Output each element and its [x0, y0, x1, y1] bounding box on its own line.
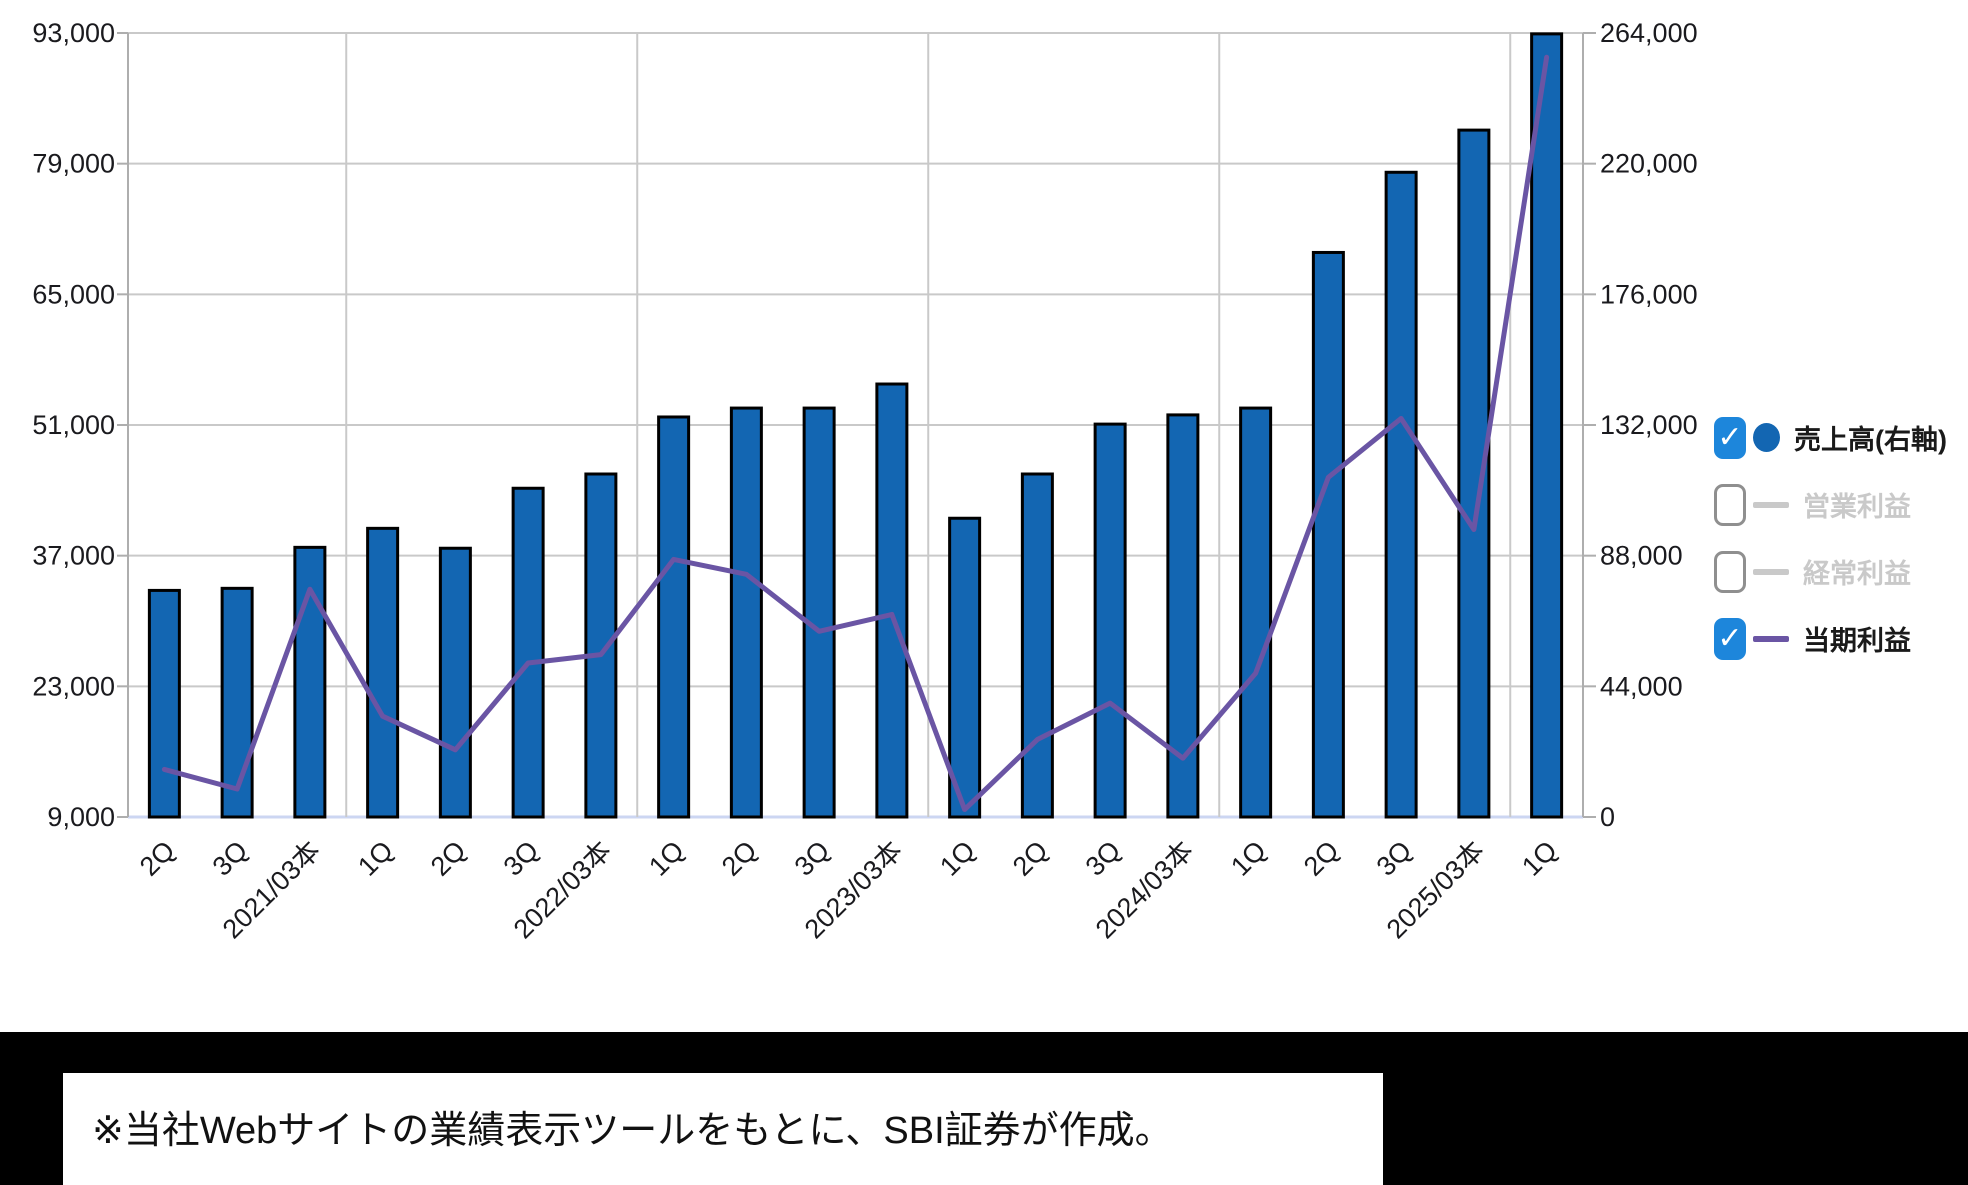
operating-profit-checkbox-icon[interactable] [1714, 483, 1746, 526]
x-axis-label: 2Q [1298, 835, 1345, 882]
right-axis-label: 132,000 [1600, 410, 1698, 440]
net-income-line [161, 54, 1550, 813]
right-axis-label: 44,000 [1600, 671, 1683, 701]
left-axis-label: 65,000 [32, 279, 115, 309]
quarterly-results-chart: 93,000 264,000 79,000 220,000 65,000 176,000 5… [32, 18, 1698, 944]
legend-label[interactable]: 経常利益 [1803, 559, 1911, 589]
revenue-bar [584, 472, 618, 819]
left-axis-label: 37,000 [32, 541, 115, 571]
series-legend: ✓ 売上高(右軸) 営業利益 経常利益 ✓ 当期利益 [1714, 415, 1968, 683]
left-axis-label: 23,000 [32, 671, 115, 701]
source-note-text: ※当社Webサイトの業績表示ツールをもとに、SBI証券が作成。 [92, 1110, 1173, 1152]
x-axis-label: 1Q [1225, 835, 1272, 882]
legend-label[interactable]: 売上高(右軸) [1794, 425, 1947, 455]
right-axis-label: 88,000 [1600, 541, 1683, 571]
right-axis-label: 176,000 [1600, 279, 1698, 309]
revenue-bar [438, 546, 472, 819]
revenue-bar [1384, 170, 1418, 819]
revenue-checkbox-icon[interactable]: ✓ [1714, 416, 1746, 459]
legend-item-net-income[interactable]: ✓ 当期利益 [1714, 616, 1968, 661]
x-axis-label: 3Q [1080, 835, 1127, 882]
legend-item-operating-profit[interactable]: 営業利益 [1714, 482, 1968, 527]
revenue-bar [948, 516, 982, 819]
x-axis-label: 1Q [643, 835, 690, 882]
revenue-bar [366, 526, 400, 819]
revenue-bar [657, 415, 691, 819]
legend-label[interactable]: 当期利益 [1803, 626, 1911, 656]
right-axis-label: 0 [1600, 802, 1615, 832]
right-axis-label: 264,000 [1600, 18, 1698, 48]
x-axis-label: 2Q [134, 835, 181, 882]
legend-label[interactable]: 営業利益 [1803, 492, 1911, 522]
ordinary-profit-line-icon [1753, 568, 1789, 575]
source-note-box: ※当社Webサイトの業績表示ツールをもとに、SBI証券が作成。 [63, 1073, 1383, 1185]
left-axis-label: 79,000 [32, 149, 115, 179]
revenue-bar [1093, 422, 1127, 819]
left-axis-label: 93,000 [32, 18, 115, 48]
ordinary-profit-checkbox-icon[interactable] [1714, 550, 1746, 593]
left-axis-label: 9,000 [47, 802, 115, 832]
revenue-bar [1311, 250, 1345, 819]
revenue-bar [147, 588, 181, 819]
x-axis-label: 3Q [789, 835, 836, 882]
left-axis-label: 51,000 [32, 410, 115, 440]
revenue-bar [511, 486, 545, 819]
revenue-dot-icon [1753, 423, 1780, 452]
x-axis-label: 1Q [352, 835, 399, 882]
x-axis-label: 1Q [934, 835, 981, 882]
x-axis-label: 3Q [1371, 835, 1418, 882]
x-axis-label: 2Q [425, 835, 472, 882]
x-axis-label: 2Q [1007, 835, 1054, 882]
revenue-bar [1020, 472, 1054, 819]
operating-profit-line-icon [1753, 501, 1789, 508]
legend-item-revenue[interactable]: ✓ 売上高(右軸) [1714, 415, 1968, 460]
revenue-bar [1530, 32, 1564, 819]
revenue-bar [802, 406, 836, 819]
revenue-bar [875, 382, 909, 819]
revenue-bar [1239, 406, 1273, 819]
x-axis-label: 3Q [498, 835, 545, 882]
net-income-checkbox-icon[interactable]: ✓ [1714, 617, 1746, 660]
net-income-line-icon [1753, 635, 1789, 642]
x-axis-label: 2Q [716, 835, 763, 882]
legend-item-ordinary-profit[interactable]: 経常利益 [1714, 549, 1968, 594]
right-axis-label: 220,000 [1600, 149, 1698, 179]
x-axis-label: 3Q [207, 835, 254, 882]
revenue-bar [729, 406, 763, 819]
revenue-bar [220, 586, 254, 819]
x-axis-label: 1Q [1516, 835, 1563, 882]
